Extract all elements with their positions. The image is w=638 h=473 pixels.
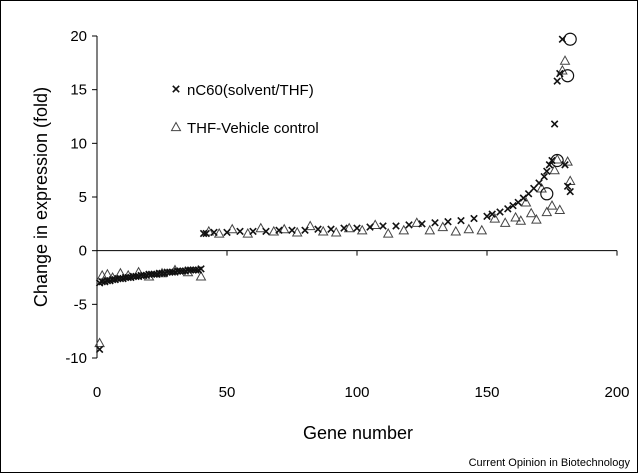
data-point-x (223, 228, 231, 237)
data-point-x (563, 182, 572, 191)
data-point-x (418, 220, 426, 228)
data-point-x (543, 167, 551, 176)
data-point-triangle (515, 215, 527, 225)
data-point-triangle (559, 55, 571, 65)
data-point-triangle (304, 220, 316, 231)
data-point-x (202, 229, 210, 238)
highlight-circle (540, 187, 554, 201)
data-point-triangle (195, 270, 207, 281)
data-point-triangle (411, 217, 423, 227)
data-point-x (496, 208, 504, 216)
data-point-x (444, 217, 452, 226)
y-axis-title: Change in expression (fold) (31, 87, 51, 307)
source-credit: Current Opinion in Biotechnology (468, 457, 630, 469)
data-point-x (275, 226, 283, 235)
highlight-circle (563, 32, 577, 46)
y-tick-label: -10 (65, 350, 87, 367)
data-point-triangle (554, 204, 566, 214)
data-point-triangle (94, 337, 105, 348)
data-point-triangle (170, 121, 182, 132)
data-point-triangle (525, 207, 537, 218)
data-point-triangle (291, 226, 303, 237)
data-point-x (488, 210, 496, 218)
data-point-triangle (549, 164, 560, 175)
data-point-x (314, 225, 322, 233)
data-point-x (301, 226, 309, 235)
data-point-triangle (226, 223, 238, 234)
data-point-triangle (213, 227, 225, 238)
data-point-x (548, 156, 556, 165)
data-point-triangle (463, 223, 475, 234)
data-point-x (566, 187, 574, 196)
y-tick-label: -5 (74, 296, 87, 313)
data-point-x (470, 214, 478, 223)
data-point-triangle (531, 214, 542, 224)
x-tick-label: 200 (604, 384, 629, 401)
x-tick-label: 50 (219, 384, 236, 401)
y-tick-label: 0 (79, 243, 87, 260)
data-point-triangle (510, 211, 521, 222)
data-point-triangle (541, 206, 553, 217)
data-point-x (95, 345, 104, 354)
data-point-triangle (268, 225, 280, 236)
data-point-triangle (398, 224, 410, 235)
legend: nC60(solvent/THF) THF-Vehicle control (170, 82, 319, 137)
highlight-circle (560, 69, 575, 83)
data-point-x (327, 225, 335, 233)
y-tick-label: 5 (79, 189, 87, 206)
data-point-x (553, 77, 561, 85)
y-tick-label: 20 (70, 28, 87, 45)
data-point-x (504, 205, 512, 213)
data-point-x (366, 223, 374, 231)
data-point-x (535, 179, 543, 187)
data-point-triangle (499, 217, 511, 227)
data-point-triangle (450, 225, 462, 236)
data-point-x (340, 224, 348, 232)
data-point-triangle (546, 200, 558, 210)
data-point-triangle (317, 225, 329, 236)
data-point-triangle (489, 212, 501, 223)
data-point-x (483, 212, 491, 221)
data-point-triangle (278, 223, 290, 234)
highlight-circle (550, 153, 564, 168)
data-point-x (405, 221, 413, 229)
data-point-x (199, 229, 208, 238)
data-point-triangle (437, 221, 449, 232)
data-point-triangle (520, 196, 532, 207)
data-point-triangle (382, 227, 394, 238)
data-point-x (457, 216, 465, 225)
x-tick-label: 150 (474, 384, 499, 401)
data-point-x (509, 201, 517, 210)
legend-label-nc60: nC60(solvent/THF) (187, 82, 314, 99)
data-point-x (249, 227, 257, 236)
data-point-x (210, 228, 218, 237)
x-tick-label: 100 (344, 384, 369, 401)
x-axis-title: Gene number (303, 423, 413, 443)
data-point-x (431, 218, 439, 227)
data-point-x (197, 265, 205, 273)
data-point-triangle (562, 156, 573, 166)
x-tick-label: 0 (93, 384, 101, 401)
y-tick-label: 10 (70, 135, 87, 152)
data-point-triangle (255, 222, 267, 233)
data-point-x (262, 227, 270, 236)
data-point-triangle (356, 224, 368, 235)
y-tick-label: 15 (70, 82, 87, 99)
data-point-triangle (551, 153, 563, 164)
data-point-triangle (476, 224, 488, 235)
data-point-x (353, 224, 361, 232)
data-point-x (288, 226, 296, 235)
legend-label-vehicle: THF-Vehicle control (187, 120, 319, 137)
data-point-triangle (343, 222, 355, 233)
data-point-triangle (242, 227, 254, 238)
data-point-x (172, 85, 180, 93)
data-point-x (392, 222, 400, 230)
data-point-x (550, 120, 559, 128)
data-point-x (379, 222, 387, 230)
data-point-x (540, 172, 548, 181)
data-point-triangle (424, 224, 436, 235)
data-point-x (236, 227, 244, 236)
